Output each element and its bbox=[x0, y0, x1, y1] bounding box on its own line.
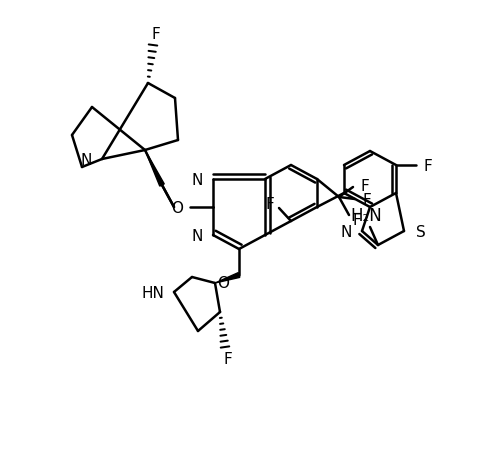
Text: HN: HN bbox=[141, 285, 164, 300]
Text: N: N bbox=[192, 228, 203, 243]
Text: F: F bbox=[265, 196, 274, 211]
Text: F: F bbox=[353, 212, 362, 227]
Text: F: F bbox=[363, 192, 372, 207]
Polygon shape bbox=[215, 273, 240, 283]
Text: O: O bbox=[217, 276, 229, 291]
Text: N: N bbox=[192, 172, 203, 187]
Text: H₂N: H₂N bbox=[350, 207, 382, 224]
Text: O: O bbox=[171, 200, 183, 215]
Text: F: F bbox=[424, 158, 432, 173]
Text: F: F bbox=[224, 352, 232, 367]
Text: N: N bbox=[340, 224, 352, 239]
Text: F: F bbox=[361, 178, 370, 193]
Text: N: N bbox=[80, 152, 92, 167]
Text: S: S bbox=[416, 224, 426, 239]
Text: F: F bbox=[152, 26, 160, 41]
Polygon shape bbox=[145, 151, 164, 187]
